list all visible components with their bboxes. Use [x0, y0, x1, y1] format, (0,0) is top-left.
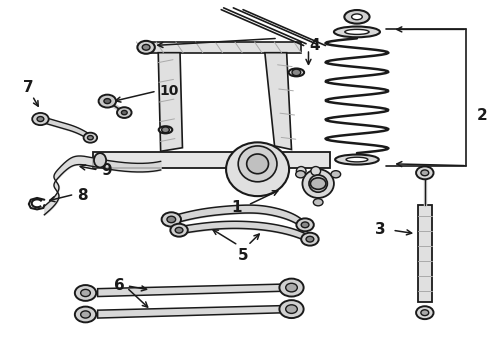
Ellipse shape [345, 30, 369, 35]
Circle shape [32, 113, 49, 125]
Text: 8: 8 [77, 188, 88, 203]
Circle shape [286, 305, 297, 314]
Circle shape [137, 41, 155, 54]
Ellipse shape [296, 167, 306, 176]
Ellipse shape [238, 146, 277, 182]
Circle shape [162, 212, 181, 226]
Circle shape [167, 216, 176, 223]
Ellipse shape [159, 126, 172, 134]
Circle shape [311, 178, 326, 189]
Circle shape [301, 233, 319, 246]
Circle shape [416, 306, 434, 319]
Circle shape [84, 133, 97, 143]
Ellipse shape [334, 27, 380, 37]
Text: 9: 9 [101, 163, 112, 178]
Ellipse shape [289, 68, 304, 76]
Text: 4: 4 [310, 38, 320, 53]
Ellipse shape [344, 10, 369, 24]
Circle shape [75, 285, 96, 301]
Circle shape [331, 171, 341, 178]
Polygon shape [158, 53, 182, 151]
Circle shape [421, 310, 429, 316]
Circle shape [37, 117, 44, 122]
Polygon shape [98, 284, 287, 297]
Text: 1: 1 [232, 200, 242, 215]
Circle shape [301, 222, 309, 228]
Circle shape [292, 69, 301, 76]
Circle shape [81, 311, 90, 318]
Polygon shape [144, 42, 301, 53]
Text: 2: 2 [477, 108, 488, 123]
Text: 3: 3 [375, 222, 386, 237]
Text: 5: 5 [238, 248, 248, 263]
Ellipse shape [302, 169, 334, 198]
Text: 10: 10 [160, 84, 179, 98]
Ellipse shape [311, 167, 320, 176]
Text: 6: 6 [114, 278, 124, 293]
Circle shape [306, 236, 314, 242]
Ellipse shape [246, 154, 269, 174]
Circle shape [296, 219, 314, 231]
Circle shape [98, 95, 116, 108]
Circle shape [295, 171, 305, 178]
Circle shape [81, 289, 90, 297]
Ellipse shape [226, 142, 289, 196]
Ellipse shape [346, 157, 368, 162]
Circle shape [279, 300, 304, 318]
Circle shape [104, 99, 111, 104]
Ellipse shape [352, 14, 362, 20]
Circle shape [162, 127, 170, 133]
Circle shape [279, 279, 304, 297]
Circle shape [313, 199, 323, 206]
Circle shape [122, 111, 127, 115]
Circle shape [175, 227, 183, 233]
Polygon shape [93, 152, 330, 168]
Circle shape [75, 307, 96, 322]
Circle shape [421, 170, 429, 176]
Text: 7: 7 [24, 80, 34, 95]
Circle shape [142, 44, 150, 50]
Ellipse shape [335, 154, 379, 165]
Polygon shape [98, 306, 287, 318]
Polygon shape [265, 53, 292, 149]
Circle shape [286, 283, 297, 292]
Ellipse shape [309, 175, 327, 192]
Circle shape [416, 166, 434, 179]
Ellipse shape [94, 153, 106, 167]
Polygon shape [417, 205, 432, 302]
Circle shape [117, 107, 131, 118]
Circle shape [87, 135, 93, 140]
Circle shape [171, 224, 188, 237]
